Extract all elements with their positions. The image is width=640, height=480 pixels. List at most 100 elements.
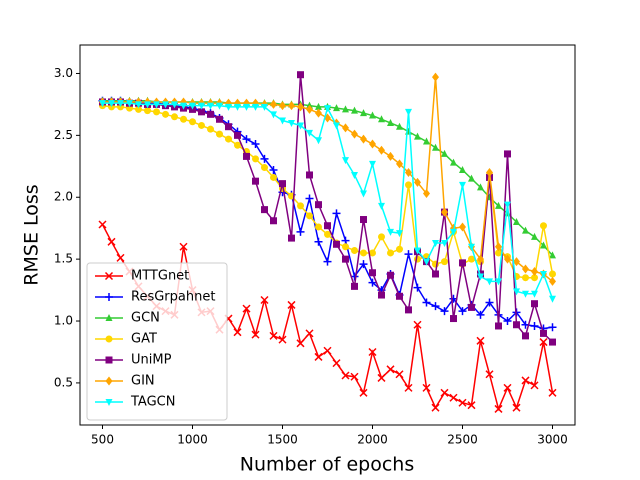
marker [486, 167, 493, 177]
marker [360, 134, 367, 144]
marker [105, 376, 113, 386]
marker [504, 201, 511, 209]
marker [522, 274, 529, 282]
marker [531, 274, 538, 282]
marker [441, 149, 448, 157]
marker [116, 253, 125, 262]
marker [297, 202, 304, 210]
marker [105, 314, 113, 321]
marker [207, 102, 214, 110]
marker [153, 101, 160, 109]
legend-label: MTTGnet [131, 269, 189, 284]
marker [242, 304, 251, 313]
marker [404, 250, 413, 259]
marker [279, 101, 286, 111]
marker [513, 321, 520, 329]
marker [423, 258, 430, 266]
marker [504, 150, 511, 158]
marker [297, 102, 304, 112]
marker [350, 372, 359, 381]
marker [369, 249, 376, 257]
marker [351, 106, 358, 114]
x-tick-label: 3000 [537, 433, 568, 447]
marker [342, 105, 349, 113]
marker [314, 352, 323, 361]
marker [324, 222, 331, 230]
marker [549, 338, 556, 346]
marker [225, 103, 232, 111]
marker [359, 388, 368, 397]
marker [333, 104, 340, 112]
marker [477, 183, 484, 191]
marker [414, 177, 421, 187]
marker [495, 249, 502, 257]
plot-frame [79, 44, 576, 426]
marker [288, 234, 295, 242]
y-tick-label: 3.0 [54, 66, 73, 80]
marker [413, 283, 422, 292]
marker [449, 393, 458, 402]
marker [396, 230, 403, 238]
marker [332, 209, 341, 218]
marker [342, 157, 349, 165]
marker [234, 103, 241, 111]
marker [540, 222, 547, 230]
marker [458, 307, 467, 316]
marker [387, 118, 394, 126]
x-tick-label: 2500 [447, 433, 478, 447]
marker [252, 103, 259, 111]
marker [531, 300, 538, 308]
legend: MTTGnet ResGrpahnet GCN GAT UniMP GIN TAGCN [86, 262, 228, 421]
marker [450, 315, 457, 323]
marker [414, 255, 421, 263]
marker [107, 237, 116, 246]
marker [531, 232, 538, 240]
marker [440, 307, 449, 316]
marker [468, 303, 475, 311]
marker [225, 135, 232, 143]
marker [531, 267, 538, 277]
marker [315, 201, 322, 209]
marker [305, 194, 314, 203]
marker [522, 264, 529, 274]
marker [450, 158, 457, 166]
marker [414, 132, 421, 140]
marker [105, 399, 113, 406]
marker [503, 383, 512, 392]
marker [269, 166, 278, 175]
marker [251, 330, 260, 339]
marker [297, 71, 304, 79]
legend-label: GAT [131, 332, 157, 347]
marker [369, 139, 376, 149]
marker [243, 152, 250, 160]
marker [351, 171, 358, 179]
marker [342, 243, 349, 251]
marker [216, 115, 223, 123]
marker [315, 102, 322, 110]
marker [171, 113, 178, 121]
marker [341, 371, 350, 380]
marker [512, 403, 521, 412]
marker [251, 140, 260, 149]
marker [495, 242, 502, 252]
marker [117, 100, 124, 108]
marker [171, 101, 178, 109]
marker [539, 338, 548, 347]
marker [468, 243, 475, 251]
marker [279, 180, 286, 188]
marker [423, 189, 430, 199]
marker [108, 100, 115, 108]
marker [377, 373, 386, 382]
legend-label: GCN [131, 311, 160, 326]
marker [288, 119, 295, 127]
marker [396, 159, 403, 169]
marker [513, 218, 520, 226]
marker [189, 118, 196, 126]
marker [432, 143, 439, 151]
marker [530, 321, 539, 330]
marker [540, 329, 547, 337]
marker [378, 291, 385, 299]
marker [431, 302, 440, 311]
marker [495, 278, 502, 286]
